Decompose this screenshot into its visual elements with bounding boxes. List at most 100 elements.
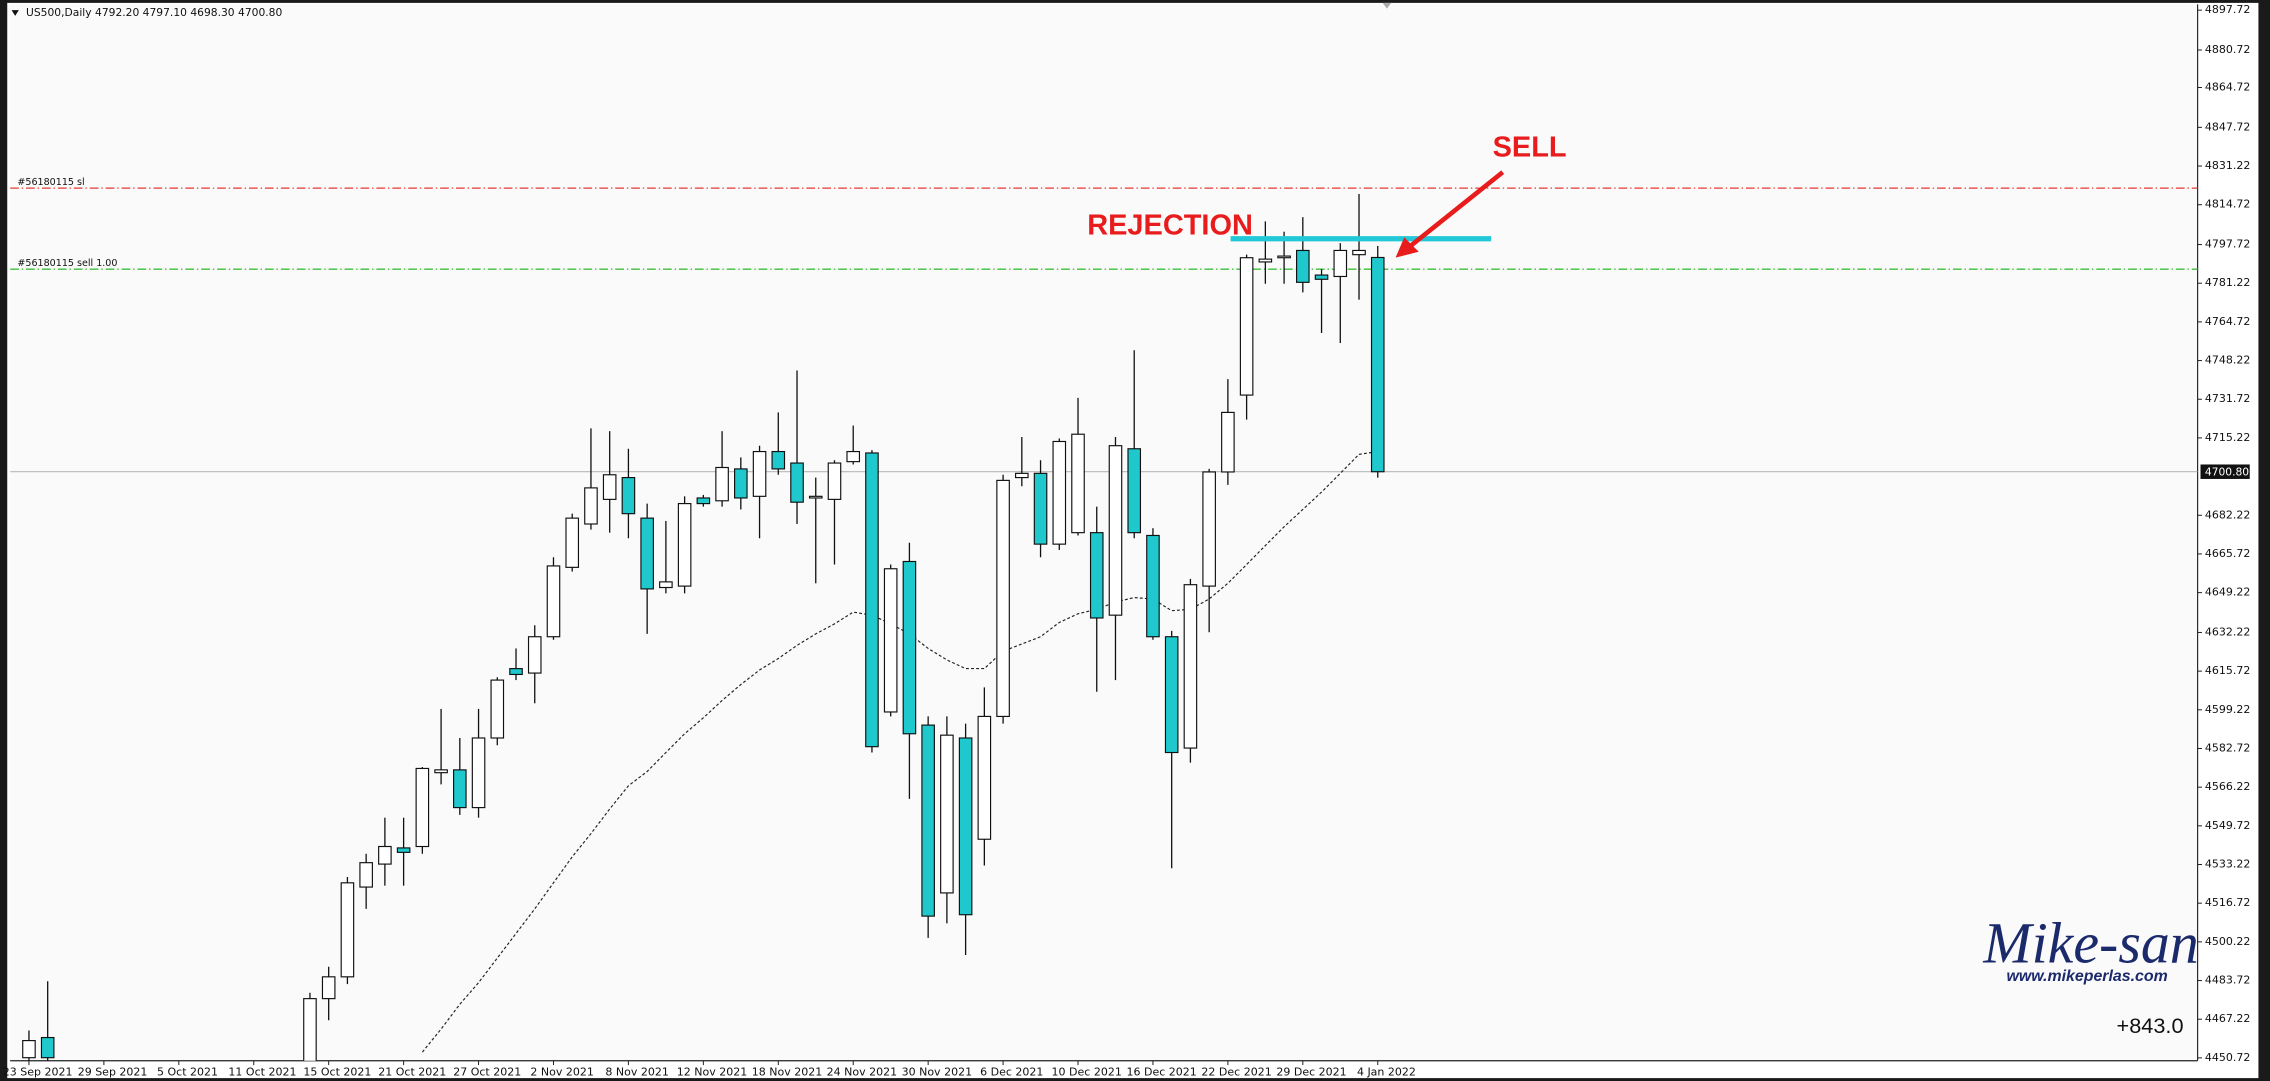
candle-body [1146,534,1160,638]
candle-body [921,724,935,917]
x-tick-label: 16 Dec 2021 [1126,1065,1196,1078]
y-tick-label: 4566.22 [2205,780,2251,793]
x-tick-label: 22 Dec 2021 [1201,1065,1271,1078]
candle-body [865,452,879,748]
order-level-label: #56180115 sell 1.00 [17,258,117,269]
candle-body [584,487,598,525]
price-tag [2200,464,2250,479]
y-tick-label: 4549.72 [2205,819,2251,832]
candle-body [1033,472,1048,545]
x-tick-label: 8 Nov 2021 [605,1065,668,1078]
candle-body [940,734,954,894]
candle-body [883,568,898,713]
candle-body [359,862,373,888]
menu-arrow [11,10,19,16]
candle-body [1333,249,1348,278]
candle-body [340,882,355,978]
candle-body [1089,532,1104,619]
candle-body [509,668,523,676]
candle-body [640,517,654,590]
y-tick-label: 4715.22 [2205,431,2251,444]
candle-body [958,737,973,916]
x-tick-label: 11 Oct 2021 [228,1065,296,1078]
y-tick-label: 4797.72 [2205,238,2251,251]
x-tick-label: 29 Sep 2021 [78,1065,148,1078]
moving-average [421,450,1378,1053]
candle-body [808,495,823,499]
x-tick-label: 24 Nov 2021 [827,1065,897,1078]
x-tick-label: 15 Oct 2021 [303,1065,371,1078]
y-tick-label: 4748.22 [2205,354,2251,367]
candle-body [1127,448,1142,534]
x-tick-label: 4 Jan 2022 [1357,1065,1416,1078]
x-tick-label: 23 Sep 2021 [3,1065,73,1078]
x-tick-label: 21 Oct 2021 [378,1065,446,1078]
candle-body [1108,445,1123,616]
header: US500,Daily 4792.20 4797.10 4698.30 4700… [26,6,282,19]
sell-arrowhead [1395,237,1419,258]
y-tick-label: 4814.72 [2205,198,2251,211]
candle-body [1052,440,1067,545]
y-tick-label: 4880.72 [2205,43,2251,56]
candle-body [1221,411,1235,473]
y-tick-label: 4483.72 [2205,974,2251,987]
candle-body [846,450,861,463]
candle-body [471,737,486,809]
y-tick-label: 4649.22 [2205,586,2251,599]
candle-body [734,468,748,499]
candle-body [1015,472,1029,479]
candle-body [527,636,542,674]
watermark-title: Mike-san [1982,910,2198,975]
x-tick-label: 18 Nov 2021 [752,1065,822,1078]
sell-arrow [1407,170,1505,250]
candle-body [752,450,767,497]
candle-body [40,1036,55,1059]
candle-body [696,497,711,505]
x-tick-label: 10 Dec 2021 [1052,1065,1122,1078]
y-tick-label: 4831.22 [2205,159,2251,172]
candle-body [1239,257,1254,396]
candle-body [396,847,411,853]
candle-body [827,462,842,500]
candle-body [1352,249,1366,256]
candle-body [996,479,1010,717]
candle-body [621,476,636,515]
candle-body [1296,249,1310,283]
scroll-marker [1382,2,1392,9]
candle-body [659,581,673,589]
y-tick-label: 4450.72 [2205,1051,2251,1064]
candle-body [1202,471,1216,587]
candle-body [415,767,430,848]
rejection-label: REJECTION [1087,209,1253,241]
candle-body [546,565,561,638]
x-tick-label: 30 Nov 2021 [902,1065,972,1078]
y-tick-label: 4582.72 [2205,741,2251,754]
candle-body [1314,274,1329,280]
x-tick-label: 5 Oct 2021 [157,1065,218,1078]
candle-body [977,715,992,840]
y-tick-label: 4781.22 [2205,276,2251,289]
candle-body [1164,636,1179,754]
candle-body [771,450,786,470]
y-tick-label: 4467.22 [2205,1012,2251,1025]
y-tick-label: 4847.72 [2205,120,2251,133]
candle-body [1258,258,1273,263]
candle-body [321,976,336,1000]
y-tick-label: 4764.72 [2205,315,2251,328]
y-tick-label: 4500.22 [2205,935,2251,948]
candle-body [677,503,692,587]
candle-body [378,845,392,865]
watermark-url: www.mikeperlas.com [2007,968,2168,985]
candle-body [303,998,317,1061]
y-tick-label: 4615.72 [2205,664,2251,677]
profit: +843.0 [2117,1013,2184,1038]
y-tick-label: 4599.22 [2205,703,2251,716]
x-tick-label: 27 Oct 2021 [453,1065,521,1078]
candle-body [22,1040,36,1059]
candle-body [602,474,617,500]
plot [10,187,2198,1061]
x-tick-label: 6 Dec 2021 [980,1065,1043,1078]
y-tick-label: 4632.22 [2205,625,2251,638]
price-tag-label: 4700.80 [2205,465,2249,478]
